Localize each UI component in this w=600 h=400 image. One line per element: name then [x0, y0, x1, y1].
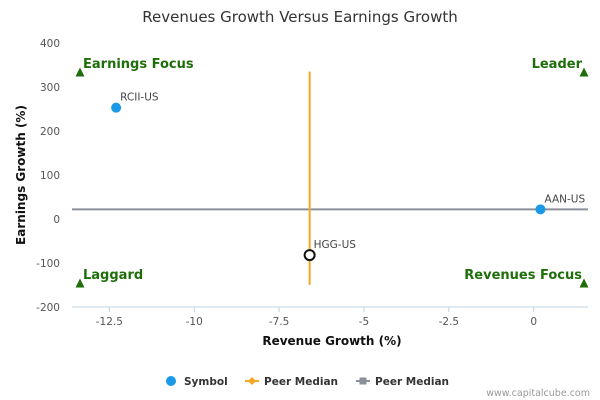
- y-tick-label: 0: [53, 214, 60, 226]
- y-axis-title: Earnings Growth (%): [14, 105, 28, 245]
- legend-label: Symbol: [184, 376, 228, 388]
- quadrant-marker-bottom-right: [579, 278, 589, 288]
- y-tick-label: -100: [36, 258, 60, 270]
- legend-label: Peer Median: [375, 376, 449, 388]
- data-point: [535, 204, 546, 215]
- x-tick-label: -10: [186, 316, 203, 328]
- y-tick-label: 100: [40, 170, 60, 182]
- data-point: [303, 249, 316, 262]
- legend-symbol-marker: [166, 376, 176, 386]
- quadrant-label-top-left: Earnings Focus: [83, 57, 194, 72]
- y-tick-label: 300: [40, 82, 60, 94]
- quadrant-marker-bottom-left: [75, 278, 85, 288]
- credit-text: www.capitalcube.com: [486, 388, 590, 399]
- x-tick-label: 0: [530, 316, 537, 328]
- quadrant-label-top-right: Leader: [532, 57, 583, 72]
- x-tick-label: -7.5: [269, 316, 290, 328]
- legend-square-marker: [359, 377, 367, 385]
- quadrant-label-bottom-right: Revenues Focus: [464, 268, 582, 283]
- y-tick-label: 200: [40, 126, 60, 138]
- data-point-label: RCII-US: [120, 92, 159, 104]
- data-point: [111, 102, 122, 113]
- x-tick-label: -2.5: [439, 316, 460, 328]
- legend-diamond-marker: [248, 377, 256, 385]
- x-axis-title: Revenue Growth (%): [262, 334, 401, 348]
- y-tick-label: 400: [40, 38, 60, 50]
- quadrant-label-bottom-left: Laggard: [83, 268, 143, 283]
- quadrant-marker-top-right: [579, 67, 589, 77]
- chart-title: Revenues Growth Versus Earnings Growth: [142, 8, 458, 26]
- legend-label: Peer Median: [264, 376, 338, 388]
- legend: Symbol Peer Median Peer Median: [166, 376, 449, 388]
- y-tick-label: -200: [36, 302, 60, 314]
- x-tick-label: -5: [359, 316, 369, 328]
- plot-area: -12.5 -10 -7.5 -5 -2.5 0 -200 -100 0 100 200 300 400…: [36, 38, 589, 328]
- data-point-label: AAN-US: [544, 193, 585, 205]
- quadrant-marker-top-left: [75, 67, 85, 77]
- data-point-label: HGG-US: [314, 239, 357, 251]
- x-tick-label: -12.5: [96, 316, 123, 328]
